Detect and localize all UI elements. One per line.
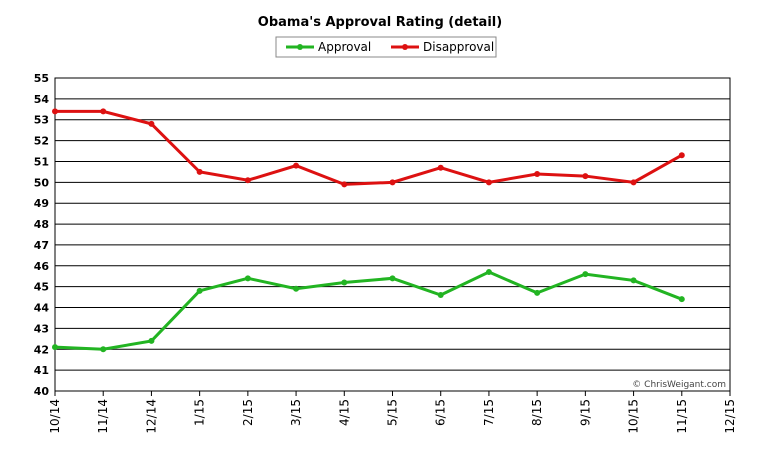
y-tick-label: 48 xyxy=(34,218,49,231)
y-tick-label: 50 xyxy=(34,176,50,189)
x-tick-label: 11/15 xyxy=(675,399,689,434)
point xyxy=(148,120,155,127)
point xyxy=(52,344,58,351)
legend-marker xyxy=(297,44,303,50)
x-tick-label: 11/14 xyxy=(96,399,110,434)
point xyxy=(630,277,637,284)
x-tick-label: 1/15 xyxy=(193,399,207,426)
point xyxy=(630,179,637,186)
annotation: © ChrisWeigant.com xyxy=(632,380,726,390)
point xyxy=(389,179,396,186)
legend-marker xyxy=(402,44,408,50)
x-tick-label: 10/14 xyxy=(48,399,62,434)
point xyxy=(437,164,444,171)
y-tick-label: 47 xyxy=(34,239,49,252)
x-tick-label: 9/15 xyxy=(578,399,592,426)
point xyxy=(534,170,541,177)
point xyxy=(100,108,107,115)
legend-label: Approval xyxy=(318,40,371,54)
chart-title: Obama's Approval Rating (detail) xyxy=(258,15,502,30)
point xyxy=(437,292,444,299)
point xyxy=(485,179,492,186)
point xyxy=(293,162,300,169)
x-tick-label: 7/15 xyxy=(482,399,496,426)
point xyxy=(341,279,348,286)
series-line xyxy=(54,270,683,351)
y-tick-label: 43 xyxy=(34,322,49,335)
point xyxy=(582,271,589,278)
y-tick-label: 51 xyxy=(34,155,49,168)
x-tick-label: 12/14 xyxy=(144,399,158,434)
y-tick-label: 40 xyxy=(34,385,50,398)
series-line xyxy=(55,109,683,186)
plot-frame xyxy=(54,77,731,392)
y-tick-label: 44 xyxy=(34,302,50,315)
point xyxy=(534,289,541,296)
legend-box xyxy=(275,36,497,58)
y-tick-label: 46 xyxy=(34,260,50,273)
x-tick-label: 4/15 xyxy=(337,399,351,426)
x-tick-label: 8/15 xyxy=(530,399,544,426)
point xyxy=(293,285,300,292)
x-tick-label: 3/15 xyxy=(289,399,303,426)
y-tick-label: 45 xyxy=(34,281,49,294)
point xyxy=(196,287,203,294)
point xyxy=(582,173,589,180)
point xyxy=(341,181,348,188)
point xyxy=(678,296,685,303)
point xyxy=(100,346,107,353)
y-tick-label: 54 xyxy=(34,93,50,106)
point xyxy=(244,177,251,184)
y-tick-label: 49 xyxy=(34,197,49,210)
x-tick-label: 10/15 xyxy=(627,399,641,434)
point xyxy=(389,275,396,282)
y-tick-label: 41 xyxy=(34,364,49,377)
y-tick-label: 42 xyxy=(34,343,49,356)
point xyxy=(485,269,492,276)
point xyxy=(196,168,203,175)
x-tick-label: 6/15 xyxy=(434,399,448,426)
point xyxy=(148,337,155,344)
y-tick-label: 53 xyxy=(34,114,49,127)
y-tick-label: 52 xyxy=(34,135,49,148)
x-tick-label: 12/15 xyxy=(723,399,737,434)
point xyxy=(678,152,685,159)
x-tick-label: 5/15 xyxy=(386,399,400,426)
y-tick-label: 55 xyxy=(34,72,49,85)
point xyxy=(244,275,251,282)
x-tick-label: 2/15 xyxy=(241,399,255,426)
point xyxy=(52,108,58,115)
legend-label: Disapproval xyxy=(423,40,494,54)
